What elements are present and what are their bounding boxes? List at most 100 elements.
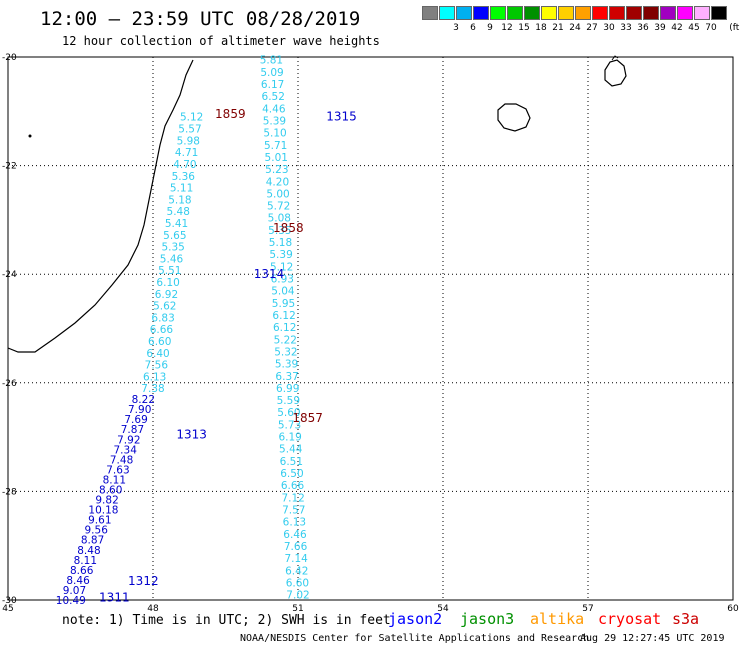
swh-value-east: 7.14 — [284, 553, 308, 565]
swh-value-west-south: 9.61 — [88, 515, 111, 527]
swh-value-west: 5.41 — [165, 218, 188, 230]
swh-value-west: 6.83 — [151, 312, 174, 324]
legend-label: 21 — [552, 23, 564, 33]
swh-value-east: 6.60 — [286, 577, 309, 589]
legend-swatch — [456, 6, 472, 20]
legend-swatch — [626, 6, 642, 20]
lat-tick-label: -22 — [2, 162, 17, 172]
swh-value-west-south: 8.60 — [99, 484, 122, 496]
legend-label: 70 — [705, 23, 717, 33]
legend-label: 24 — [569, 23, 581, 33]
swh-value-west: 5.65 — [163, 230, 186, 242]
swh-value-west: 4.71 — [175, 147, 198, 159]
swh-value-west-south: 9.82 — [95, 495, 118, 507]
swh-value-west-south: 8.46 — [66, 575, 90, 587]
mauritius-islet — [611, 55, 619, 61]
map-subtitle: 12 hour collection of altimeter wave hei… — [62, 34, 380, 48]
legend-swatch — [507, 6, 523, 20]
pass-time-label: 1859 — [215, 107, 246, 121]
swh-value-west: 6.10 — [156, 277, 179, 289]
pass-time-label: 1311 — [99, 590, 130, 604]
swh-value-west-south: 8.66 — [70, 565, 94, 577]
satellite-jason2: jason2 — [388, 610, 443, 628]
pass-time-label: 1857 — [292, 411, 323, 425]
swh-value-west: 5.36 — [172, 171, 196, 183]
legend-swatch — [558, 6, 574, 20]
legend-swatch — [609, 6, 625, 20]
swh-value-west-south: 7.90 — [128, 404, 151, 416]
lon-tick-label: 51 — [292, 604, 303, 614]
swh-value-west: 6.13 — [143, 371, 166, 383]
legend-label: 18 — [535, 23, 547, 33]
madagascar-coastline — [7, 59, 194, 353]
satellite-jason3: jason3 — [460, 610, 515, 628]
swh-value-east: 6.12 — [273, 322, 296, 334]
swh-value-west: 5.98 — [177, 135, 200, 147]
swh-value-east: 6.50 — [280, 468, 303, 480]
legend-label: 33 — [620, 23, 632, 33]
swh-value-west: 5.57 — [178, 124, 201, 136]
swh-value-west-south: 7.34 — [114, 444, 138, 456]
swh-value-east: 5.01 — [265, 152, 288, 164]
swh-value-east: 5.04 — [271, 286, 295, 298]
swh-value-west-south: 9.07 — [63, 585, 86, 597]
swh-value-east: 4.20 — [266, 176, 289, 188]
lon-tick-label: 48 — [147, 604, 159, 614]
swh-value-east: 7.12 — [281, 492, 304, 504]
swh-value-east: 5.73 — [278, 419, 301, 431]
swh-value-east: 7.57 — [282, 504, 305, 516]
lon-tick-label: 57 — [582, 604, 593, 614]
lon-tick-label: 60 — [727, 604, 739, 614]
legend-swatch — [541, 6, 557, 20]
swh-value-east: 5.71 — [264, 140, 287, 152]
swh-value-east: 5.39 — [263, 115, 286, 127]
legend-swatch — [592, 6, 608, 20]
swh-value-west: 5.62 — [153, 301, 176, 313]
legend-swatch — [643, 6, 659, 20]
swh-value-west: 5.51 — [158, 265, 181, 277]
legend-label: 6 — [470, 23, 476, 33]
legend-label: 30 — [603, 23, 615, 33]
legend-swatch — [694, 6, 710, 20]
lat-tick-label: -30 — [2, 596, 17, 606]
satellite-s3a: s3a — [672, 610, 700, 628]
swh-value-east: 5.32 — [274, 346, 297, 358]
swh-value-east: 6.17 — [261, 79, 284, 91]
altimeter-tracks: 5.815.096.176.524.465.395.105.715.015.23… — [56, 55, 357, 607]
mauritius-island — [604, 59, 627, 87]
swh-value-east: 6.99 — [276, 383, 299, 395]
legend-label: 42 — [671, 23, 683, 33]
legend-swatch — [575, 6, 591, 20]
swh-value-east: 5.81 — [260, 55, 283, 67]
swh-value-east: 6.52 — [262, 91, 285, 103]
map-title: 12:00 — 23:59 UTC 08/28/2019 — [40, 8, 361, 30]
swh-value-east: 5.72 — [267, 201, 290, 213]
swh-value-west-south: 8.48 — [77, 545, 100, 557]
satellite-altika: altika — [530, 610, 585, 628]
swh-value-west: 5.18 — [168, 194, 191, 206]
legend-swatch — [490, 6, 506, 20]
swh-value-east: 6.12 — [272, 310, 295, 322]
legend-swatch — [473, 6, 489, 20]
swh-value-west-south: 7.63 — [106, 464, 129, 476]
swh-value-east: 5.08 — [268, 213, 291, 225]
map-frame — [7, 56, 734, 601]
coastlines — [7, 55, 627, 353]
swh-value-west-south: 7.69 — [124, 414, 147, 426]
swh-value-east: 5.12 — [270, 261, 293, 273]
swh-value-west: 6.60 — [148, 336, 171, 348]
legend-label: 12 — [501, 23, 513, 33]
swh-value-east: 5.59 — [277, 395, 300, 407]
lon-tick-label: 45 — [2, 604, 13, 614]
swh-value-east: 5.60 — [277, 407, 300, 419]
lat-tick-label: -24 — [2, 270, 17, 280]
pass-time-label: 1313 — [176, 427, 207, 441]
pass-time-label: 1858 — [273, 221, 304, 235]
timestamp: Aug 29 12:27:45 UTC 2019 — [580, 633, 725, 644]
swh-value-west-south: 10.18 — [88, 505, 118, 517]
swh-value-west: 5.35 — [161, 242, 184, 254]
lat-tick-label: -28 — [2, 487, 17, 497]
swh-value-west: 7.56 — [145, 360, 169, 372]
axis-labels: 45 48 51 54 57 60 -20 -22 -24 -26 -28 -30 — [2, 53, 739, 614]
legend-swatch — [524, 6, 540, 20]
